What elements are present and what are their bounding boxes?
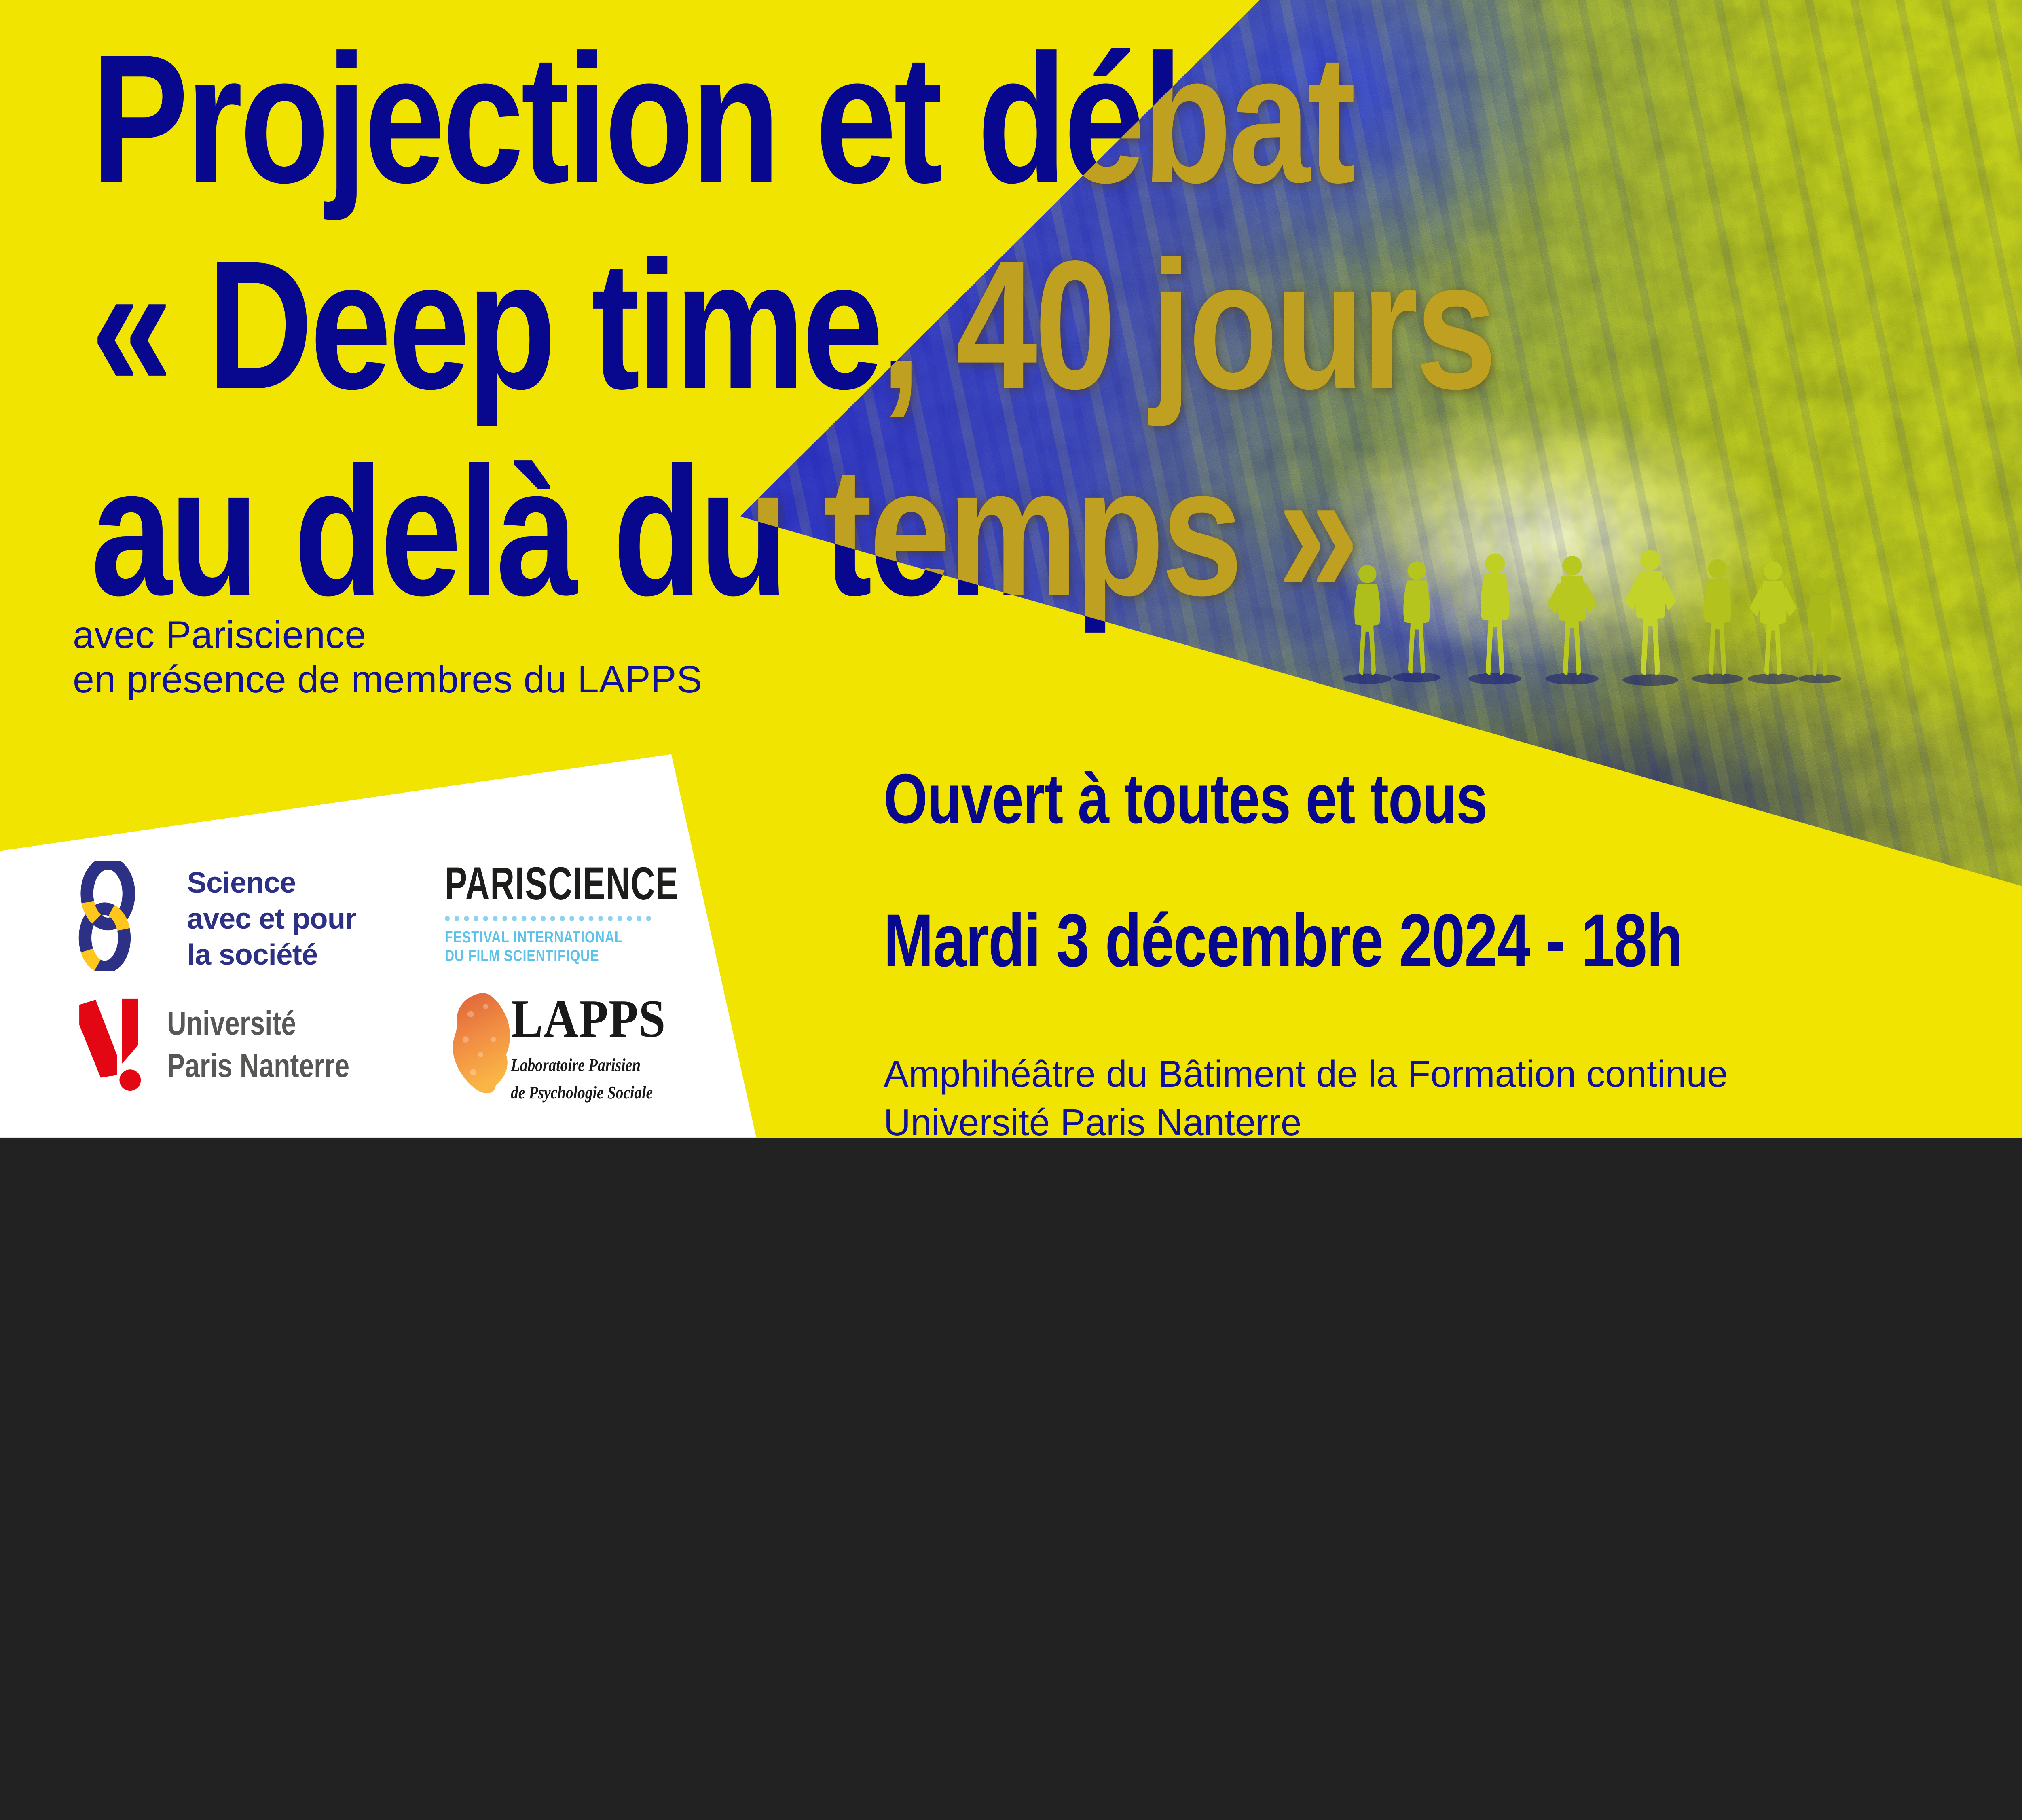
pariscience-tagline-2: DU FILM SCIENTIFIQUE bbox=[445, 947, 599, 965]
lapps-tagline-1: Laboratoire Parisien bbox=[510, 1055, 641, 1075]
cave-people-silhouettes bbox=[1343, 485, 1842, 686]
upn-line-1: Université bbox=[167, 1004, 296, 1042]
lapps-logo: LAPPS Laboratoire Parisien de Psychologi… bbox=[511, 992, 683, 1107]
pariscience-wordmark: PARISCIENCE bbox=[445, 857, 679, 910]
pariscience-dotted-rule bbox=[445, 916, 651, 921]
pariscience-tagline-1: FESTIVAL INTERNATIONAL bbox=[445, 928, 623, 946]
science-societe-line-1: Science bbox=[187, 866, 296, 899]
science-societe-line-3: la société bbox=[187, 938, 318, 971]
pariscience-tagline: FESTIVAL INTERNATIONAL DU FILM SCIENTIFI… bbox=[445, 928, 644, 965]
upn-mark-icon bbox=[79, 998, 141, 1091]
open-to-all-note: Ouvert à toutes et tous bbox=[884, 760, 1488, 838]
event-datetime: Mardi 3 décembre 2024 - 18h bbox=[884, 899, 1683, 982]
lapps-tagline-2: de Psychologie Sociale bbox=[510, 1082, 653, 1103]
lapps-face-icon bbox=[453, 993, 510, 1094]
pariscience-logo: PARISCIENCE FESTIVAL INTERNATIONAL DU FI… bbox=[445, 857, 687, 965]
event-poster: Projection et débat « Deep time, 40 jour… bbox=[0, 0, 2022, 1138]
event-subtitle: avec Pariscience en présence de membres … bbox=[73, 613, 702, 702]
upn-line-2: Paris Nanterre bbox=[167, 1047, 349, 1084]
upn-logo: Université Paris Nanterre bbox=[167, 1002, 349, 1087]
event-venue: Amphihéâtre du Bâtiment de la Formation … bbox=[884, 1050, 1728, 1138]
science-societe-rings-icon bbox=[78, 860, 135, 971]
venue-line-2: Université Paris Nanterre bbox=[884, 1101, 1302, 1138]
science-societe-logo: Science avec et pour la société bbox=[187, 865, 357, 973]
subtitle-line-2: en présence de membres du LAPPS bbox=[73, 658, 702, 701]
subtitle-line-1: avec Pariscience bbox=[73, 614, 366, 656]
lapps-tagline: Laboratoire Parisien de Psychologie Soci… bbox=[511, 1052, 657, 1106]
lapps-wordmark: LAPPS bbox=[510, 988, 666, 1048]
science-societe-line-2: avec et pour bbox=[187, 902, 357, 935]
venue-line-1: Amphihéâtre du Bâtiment de la Formation … bbox=[884, 1053, 1728, 1095]
